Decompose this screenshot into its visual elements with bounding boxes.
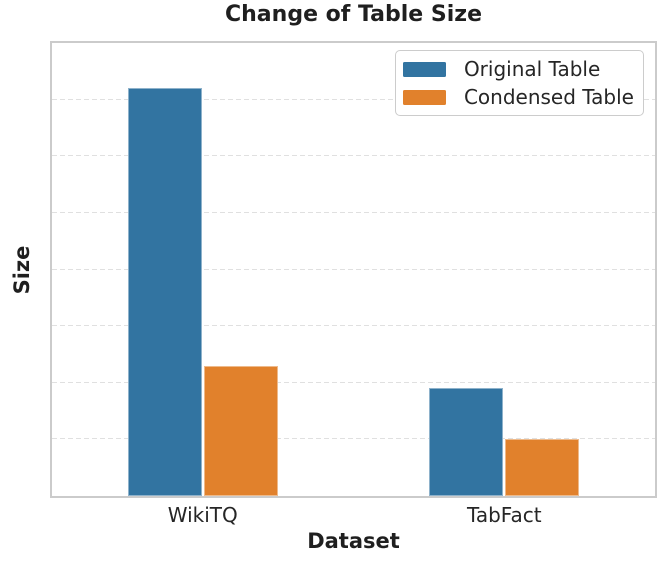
legend-item-original-table: Original Table <box>402 55 634 83</box>
grid-layer <box>52 43 655 496</box>
legend-item-condensed-table: Condensed Table <box>402 83 634 111</box>
gridline <box>52 438 655 440</box>
gridline <box>52 211 655 213</box>
legend-swatch-original-table <box>402 61 446 77</box>
y-axis-label: Size <box>10 245 34 295</box>
gridline <box>52 98 655 100</box>
legend: Original Table Condensed Table <box>394 50 644 116</box>
bar-condensed-table-tabfact <box>505 439 580 496</box>
legend-swatch-condensed-table <box>402 89 446 105</box>
x-tick-tabfact: TabFact <box>466 503 542 527</box>
legend-label: Original Table <box>463 57 601 81</box>
bar-condensed-table-wikitq <box>203 365 278 496</box>
bar-original-table-tabfact <box>429 388 504 496</box>
gridline <box>52 268 655 270</box>
x-axis-ticks: WikiTQ TabFact <box>52 503 655 529</box>
bars-layer <box>52 43 655 496</box>
plot-area: Original Table Condensed Table <box>50 41 657 498</box>
legend-label: Condensed Table <box>463 85 634 109</box>
x-tick-wikitq: WikiTQ <box>167 503 238 527</box>
gridline <box>52 381 655 383</box>
bar-original-table-wikitq <box>127 88 202 496</box>
gridline <box>52 325 655 327</box>
gridline <box>52 155 655 157</box>
x-axis-label: Dataset <box>307 529 400 553</box>
chart-title: Change of Table Size <box>225 2 482 27</box>
